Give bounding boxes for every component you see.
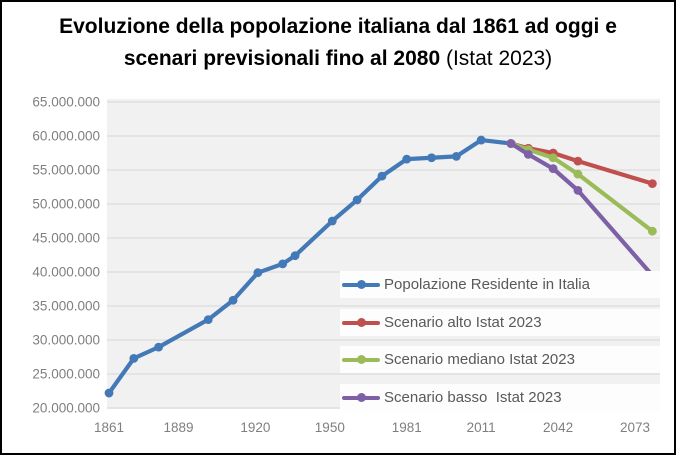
svg-text:25.000.000: 25.000.000 bbox=[32, 367, 100, 382]
gridlines bbox=[107, 101, 660, 409]
svg-text:20.000.000: 20.000.000 bbox=[32, 401, 100, 416]
x-axis-labels: 1861 1889 1920 1950 1981 2011 2042 2073 bbox=[94, 420, 650, 435]
chart-title: Evoluzione della popolazione italiana da… bbox=[2, 11, 674, 75]
chart-title-line2-suffix: (Istat 2023) bbox=[440, 47, 553, 70]
svg-text:65.000.000: 65.000.000 bbox=[32, 95, 100, 110]
svg-text:40.000.000: 40.000.000 bbox=[32, 265, 100, 280]
svg-text:2011: 2011 bbox=[467, 420, 496, 435]
svg-text:45.000.000: 45.000.000 bbox=[32, 231, 100, 246]
data-series bbox=[104, 135, 657, 398]
svg-text:1950: 1950 bbox=[315, 420, 345, 435]
svg-text:1981: 1981 bbox=[392, 420, 422, 435]
svg-text:1889: 1889 bbox=[163, 420, 193, 435]
svg-text:30.000.000: 30.000.000 bbox=[32, 333, 100, 348]
svg-text:35.000.000: 35.000.000 bbox=[32, 299, 100, 314]
svg-text:60.000.000: 60.000.000 bbox=[32, 129, 100, 144]
plot-area bbox=[107, 99, 660, 409]
svg-text:2073: 2073 bbox=[620, 420, 650, 435]
chart-title-line1: Evoluzione della popolazione italiana da… bbox=[59, 15, 617, 38]
svg-text:2042: 2042 bbox=[543, 420, 573, 435]
svg-text:50.000.000: 50.000.000 bbox=[32, 197, 100, 212]
chart-title-line2: scenari previsionali fino al 2080 (Istat… bbox=[124, 47, 552, 70]
svg-text:55.000.000: 55.000.000 bbox=[32, 163, 100, 178]
y-axis-labels: 65.000.000 60.000.000 55.000.000 50.000.000… bbox=[32, 95, 100, 416]
chart-title-line2-bold: scenari previsionali fino al 2080 bbox=[123, 47, 441, 70]
svg-text:1861: 1861 bbox=[94, 420, 124, 435]
svg-text:1920: 1920 bbox=[240, 420, 270, 435]
